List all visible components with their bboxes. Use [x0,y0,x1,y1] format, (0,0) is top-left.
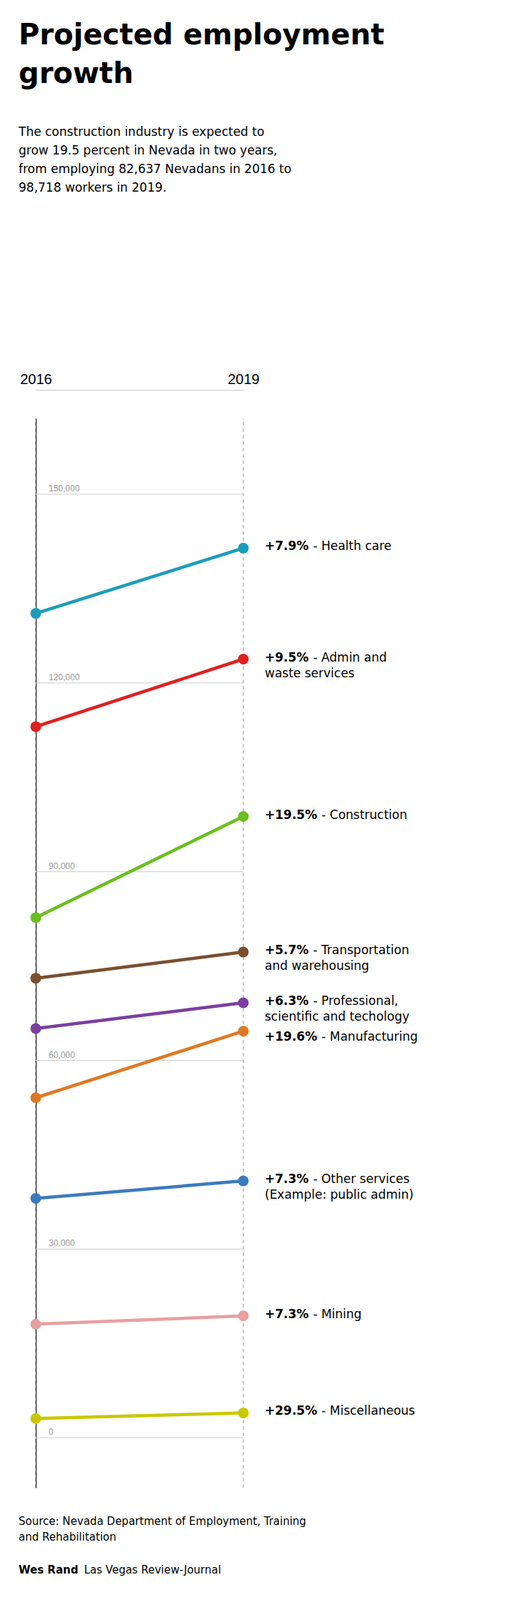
series-line [35,1413,244,1420]
series-name: - Other services [312,1172,410,1187]
series-annotation: +9.5% [264,650,309,665]
series-name: - Miscellaneous [321,1404,416,1419]
subtitle-line: The construction industry is expected to [17,124,265,139]
y-tick-label: 150,000 [48,483,81,494]
y-tick: 120,000 [35,672,244,684]
y-tick-label: 30,000 [48,1238,76,1249]
series-label: +5.7%- Transportationand warehousing [264,943,410,974]
y-tick-label: 60,000 [48,1050,76,1061]
grid-line [35,871,244,873]
series-dot [30,973,42,985]
chart: Projected employment growth The constructi… [0,0,526,1600]
y-tick: 150,000 [35,483,244,495]
series-line [35,1316,244,1326]
subtitle-line: from employing 82,637 Nevadans in 2016 t… [18,161,292,177]
source-line: Source: Nevada Department of Employment,… [18,1515,307,1529]
series-dot [30,912,42,924]
series-line [35,817,244,919]
credit-outlet: Las Vegas Review-Journal [83,1564,221,1578]
source-line: and Rehabilitation [18,1531,117,1545]
x-tick: 2016 [20,371,53,391]
series-name: - Health care [312,538,392,554]
y-tick-label: 90,000 [48,861,76,872]
series-line [35,1031,244,1099]
grid-line [35,682,244,684]
series-label: +29.5%- Miscellaneous [264,1404,416,1419]
series-annotation: +19.6% [264,1029,318,1045]
y-tick-label: 120,000 [48,672,81,683]
series-dot [238,811,250,823]
series-dot [238,1311,250,1322]
series-dot [30,608,42,620]
series-annotation: +6.3% [264,994,309,1009]
series-label: +7.3%- Other services(Example: public ad… [264,1172,414,1203]
series-line [35,548,244,614]
series-dot [238,998,250,1010]
series-dot [30,721,42,733]
series-annotation: +7.3% [264,1172,309,1187]
series-line [35,952,244,980]
series-annotation: +19.5% [264,807,318,823]
x-tick-label: 2016 [20,371,53,388]
title-line: growth [18,56,134,90]
credit: Wes Rand Las Vegas Review-Journal [18,1564,222,1578]
series-dot [30,1193,42,1205]
subtitle: The construction industry is expected to… [17,124,292,195]
series-name: - Professional, [312,994,398,1009]
x-tick-label: 2019 [227,371,260,388]
series-dot [238,1408,250,1420]
y-tick: 60,000 [35,1050,244,1062]
series-name: - Admin and [312,650,387,665]
series-dot [238,1176,250,1188]
y-tick: 0 [35,1427,244,1439]
plot-area [30,543,250,1425]
x-axis: 2016 2019 [20,371,260,391]
series-name: - Mining [312,1307,362,1322]
series-name: - Transportation [312,943,409,958]
grid-line [35,1249,244,1251]
series-name: - Construction [321,807,408,823]
series-labels: +7.9%- Health care +9.5%- Admin andwaste … [264,538,418,1419]
series-label: +9.5%- Admin andwaste services [264,650,388,681]
series-dot [30,1414,42,1425]
subtitle-line: 98,718 workers in 2019. [18,180,167,195]
series-name: (Example: public admin) [264,1187,414,1203]
series-annotation: +7.9% [264,538,309,554]
series-dot [30,1319,42,1331]
series-name: - Manufacturing [321,1029,418,1045]
series-line [35,1181,244,1199]
series-annotation: +29.5% [264,1404,318,1419]
series-label: +7.3%- Mining [264,1307,362,1322]
series-line [35,1003,244,1030]
series-name: and warehousing [264,958,370,974]
series-annotation: +5.7% [264,943,309,958]
series-dot [30,1092,42,1104]
series-label: +19.5%- Construction [264,807,408,823]
y-tick: 30,000 [35,1238,244,1250]
grid-line [35,1438,244,1440]
series-name: waste services [264,666,355,681]
y-tick-label: 0 [48,1427,54,1438]
x-axis-line [36,390,245,391]
series-label: +6.3%- Professional,scientific and techo… [264,994,410,1025]
x-tick: 2019 [227,371,260,391]
series-dot [238,947,250,959]
series-label: +7.9%- Health care [264,538,392,554]
source: Source: Nevada Department of Employment,… [18,1515,307,1545]
series-annotation: +7.3% [264,1307,309,1322]
series-dot [30,1024,42,1035]
series-line [35,659,244,728]
grid-line [35,1060,244,1062]
y-axis: 150,000 120,000 90,000 60,000 30,000 0 [35,419,244,1490]
title: Projected employment growth [18,17,385,90]
subtitle-line: grow 19.5 percent in Nevada in two years… [18,143,278,158]
series-dot [238,1026,250,1037]
series-dot [238,543,250,554]
series-label: +19.6%- Manufacturing [264,1029,418,1045]
series-dot [238,654,250,665]
grid-line [35,494,244,496]
credit-name: Wes Rand [18,1564,79,1578]
series-name: scientific and techology [264,1009,410,1025]
title-line: Projected employment [18,17,385,51]
